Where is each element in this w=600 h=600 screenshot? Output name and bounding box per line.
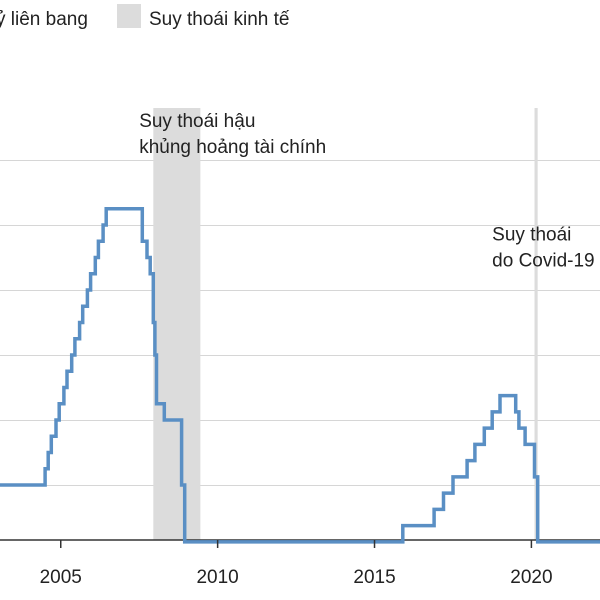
annotation-1-line-1: do Covid-19: [492, 251, 594, 272]
recession-1: [534, 108, 538, 540]
series-layer: [0, 207, 600, 544]
x-tick-labels: 2005 2010 2015 2020: [40, 540, 553, 588]
legend-recession-swatch: [117, 4, 141, 28]
x-tick-label-0: 2005: [40, 567, 82, 588]
x-tick-label-1: 2010: [196, 567, 238, 588]
annotation-0-line-1: khủng hoảng tài chính: [139, 137, 326, 158]
series-line-0: [0, 207, 600, 544]
recession-shading: [153, 108, 538, 540]
annotations: Suy thoái hậu khủng hoảng tài chính Suy th…: [139, 111, 594, 272]
x-tick-label-2: 2015: [353, 567, 395, 588]
legend-label-recession: Suy thoái kinh tế: [149, 9, 290, 30]
legend-label-rate: ỷ liên bang: [0, 9, 88, 30]
annotation-1-line-0: Suy thoái: [492, 225, 571, 246]
annotation-0-line-0: Suy thoái hậu: [139, 111, 255, 132]
x-tick-label-3: 2020: [510, 567, 552, 588]
gridlines: [0, 160, 600, 486]
recession-0: [153, 108, 201, 540]
legend: ỷ liên bang Suy thoái kinh tế: [0, 4, 290, 30]
